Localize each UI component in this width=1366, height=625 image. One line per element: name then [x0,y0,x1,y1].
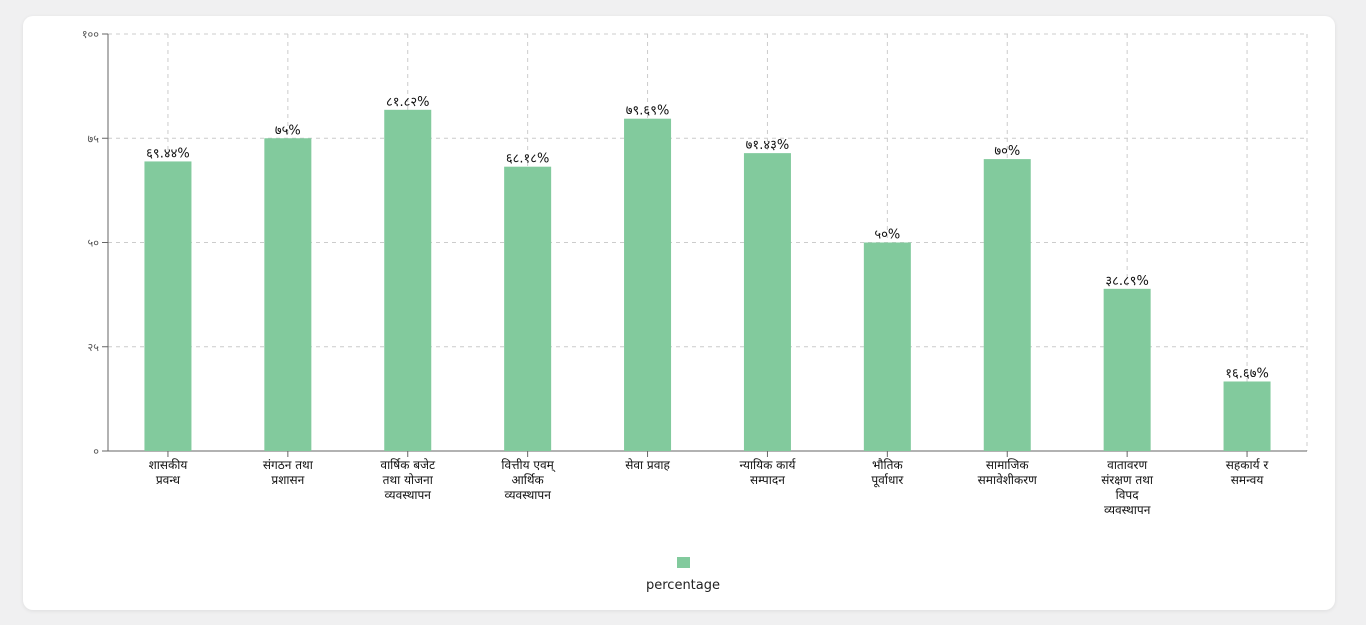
x-tick-label: वातावरण संरक्षण तथा विपद व्यवस्थापन [1101,458,1154,517]
x-tick-label: सहकार्य र समन्वय [1226,458,1270,487]
bar[interactable] [504,166,552,452]
bars [144,109,1271,452]
bar[interactable] [384,109,432,451]
bar-data-label: ६८.१८% [506,152,550,167]
bar[interactable] [624,118,672,452]
bar[interactable] [144,161,192,452]
x-tick-label-line: व्यवस्थापन [385,488,432,502]
x-tick-label-line: शासकीय [149,458,189,472]
bar[interactable] [983,159,1031,451]
x-tick-label-line: सम्पादन [750,473,785,487]
legend: percentage [0,553,1366,593]
x-tick-label: वार्षिक बजेट तथा योजना व्यवस्थापन [380,458,436,502]
x-tick-label: सेवा प्रवाह [625,458,670,472]
x-tick-label: संगठन तथा प्रशासन [263,458,314,487]
bar-data-label: ७०% [994,144,1020,159]
x-tick-label: न्यायिक कार्य सम्पादन [739,458,796,487]
bar-data-label: ८१.८२% [386,95,430,110]
bar[interactable] [743,153,791,451]
bar-data-label: ७५% [275,123,301,138]
bar[interactable] [1223,381,1271,451]
x-tick-label-line: वित्तीय एवम् [501,458,555,473]
y-tick-label: १०० [82,28,99,41]
bar[interactable] [264,138,312,451]
bar-data-label: ३८.८९% [1105,274,1149,289]
bar-data-label: १६.६७% [1225,366,1269,381]
bar[interactable] [863,242,911,452]
x-tick-label-line: संगठन तथा [263,458,314,472]
x-tick-label-line: वातावरण [1107,458,1147,472]
bar-data-label: ५०% [874,228,900,243]
y-tick-label: २५ [88,341,100,354]
data-labels: ६९.४४% ७५% ८१.८२% ६८.१८% ७९.६९% ७१.४३% ५०% ७०% ३… [146,95,1269,382]
x-tick-label: शासकीय प्रवन्ध [149,458,189,487]
legend-swatch [676,557,690,568]
x-tick-label-line: आर्थिक [512,473,545,487]
bar-data-label: ७१.४३% [746,138,790,153]
x-tick-label-line: संरक्षण तथा [1101,473,1154,487]
x-tick-label-line: सेवा प्रवाह [625,458,670,472]
x-tick-label-line: समन्वय [1231,473,1265,487]
x-tick-label: सामाजिक समावेशीकरण [978,458,1037,487]
category-labels: शासकीय प्रवन्ध संगठन तथा प्रशासन वार्षिक बजे… [149,458,1270,517]
x-tick-label-line: सामाजिक [986,458,1030,472]
x-tick-label-line: प्रवन्ध [156,473,181,487]
x-tick-label-line: सहकार्य र [1226,458,1270,472]
y-tick-label: ० [93,445,99,458]
x-tick-label-line: पूर्वाधार [871,473,904,488]
x-tick-label-line: प्रशासन [271,473,304,487]
bar[interactable] [1103,288,1151,451]
x-tick-label-line: वार्षिक बजेट [380,458,436,472]
x-tick-label-line: तथा योजना [383,473,434,487]
bar-data-label: ७९.६९% [626,104,670,119]
y-tick-label: ५० [88,237,100,250]
x-tick-label-line: समावेशीकरण [978,473,1037,487]
x-tick-label: भौतिक पूर्वाधार [871,458,904,488]
x-tick-label-line: व्यवस्थापन [504,488,551,502]
x-tick-label-line: न्यायिक कार्य [739,458,796,472]
x-tick-label-line: व्यवस्थापन [1104,503,1151,517]
bar-data-label: ६९.४४% [146,146,190,161]
x-tick-label-line: विपद [1116,488,1140,502]
y-tick-label: ७५ [88,132,100,145]
x-tick-label-line: भौतिक [872,458,903,472]
x-tick-label: वित्तीय एवम् आर्थिक व्यवस्थापन [501,458,555,502]
legend-label: percentage [645,578,720,593]
